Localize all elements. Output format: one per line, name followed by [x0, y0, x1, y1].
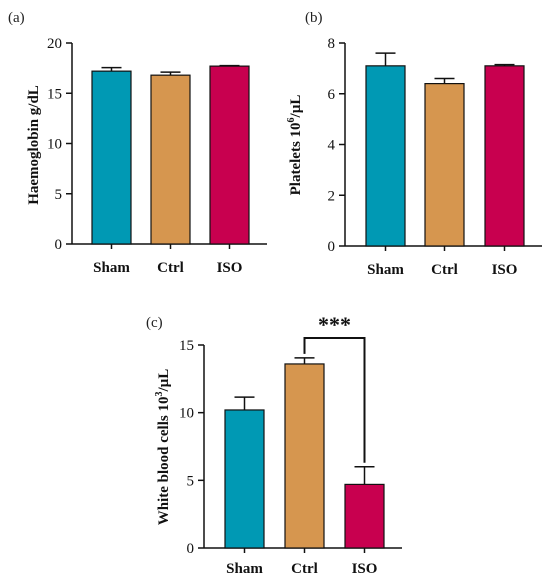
panel-c-ylabel-unit: /µL — [156, 369, 172, 393]
panel-c-y-tick-label: 15 — [179, 338, 194, 354]
panel-c: (c) White blood cells 103/µL 0 5 10 15 Sham C… — [146, 312, 402, 577]
panel-c-significance-label: *** — [318, 312, 351, 337]
panel-b-bar — [484, 65, 525, 247]
panel-a-y-tick-label: 0 — [55, 237, 63, 253]
panel-c-label: (c) — [146, 315, 163, 331]
panel-c-bar — [224, 409, 265, 549]
panel-b-y-tick-label: 0 — [328, 239, 336, 255]
panel-a-category-label: Sham — [93, 260, 130, 276]
panel-b-category-label: Sham — [367, 262, 404, 278]
panel-b-category-label: Ctrl — [431, 262, 458, 278]
panel-c-plot: 0 5 10 15 Sham Ctrl ISO *** — [179, 312, 402, 577]
panel-b-bar — [424, 82, 465, 247]
panel-c-y-tick-label: 10 — [179, 406, 194, 422]
panel-b-y-axis-label: Platelets 106/µL — [286, 95, 304, 196]
panel-c-y-tick-label: 0 — [187, 541, 195, 557]
panel-c-bar — [284, 363, 325, 549]
panel-b-ylabel-main: Platelets 10 — [288, 122, 304, 195]
panel-a-bar — [209, 65, 250, 245]
panel-a-y-axis-label: Haemoglobin g/dL — [26, 85, 42, 205]
panel-a-label: (a) — [8, 10, 25, 26]
panel-a-bar — [150, 74, 191, 245]
panel-a-y-tick-label: 15 — [47, 86, 62, 102]
panel-b-category-label: ISO — [492, 262, 518, 278]
panel-c-bar — [344, 483, 385, 549]
panel-b-y-tick-label: 6 — [328, 87, 336, 103]
panel-b-y-tick-label: 4 — [328, 138, 336, 154]
panel-b-bar — [365, 65, 406, 247]
panel-c-ylabel-main: White blood cells 10 — [156, 397, 172, 526]
panel-a-category-label: Ctrl — [157, 260, 184, 276]
panel-b-y-tick-label: 2 — [328, 188, 336, 204]
panel-c-category-label: ISO — [352, 561, 378, 577]
panel-c-significance-bracket — [303, 337, 366, 463]
panel-c-category-label: Ctrl — [291, 561, 318, 577]
panel-a-category-label: ISO — [217, 260, 243, 276]
panel-b-label: (b) — [305, 10, 323, 26]
panel-b-plot: 0 2 4 6 8 Sham Ctrl ISO — [328, 36, 542, 278]
panel-b-y-tick-label: 8 — [328, 36, 336, 52]
panel-b-ylabel-sup: 6 — [286, 117, 297, 122]
panel-c-y-axis-label: White blood cells 103/µL — [154, 369, 172, 526]
panel-a-plot: 0 5 10 15 20 Sham Ctrl ISO — [47, 36, 267, 276]
panel-a: (a) Haemoglobin g/dL 0 5 10 15 20 Sham Ctrl ISO — [8, 10, 267, 276]
panel-c-y-tick-label: 5 — [187, 473, 195, 489]
panel-c-ylabel-sup: 3 — [154, 392, 165, 397]
panel-a-y-tick-label: 20 — [47, 36, 62, 52]
panel-a-bar — [91, 70, 132, 245]
panel-b-ylabel-unit: /µL — [288, 95, 304, 119]
panel-a-y-tick-label: 5 — [55, 187, 63, 203]
panel-a-y-tick-label: 10 — [47, 137, 62, 153]
panel-c-category-label: Sham — [226, 561, 263, 577]
